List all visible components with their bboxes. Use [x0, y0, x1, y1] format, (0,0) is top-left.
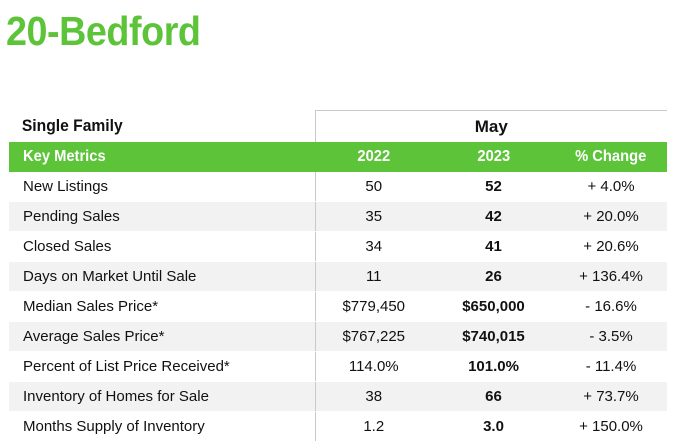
- month-label: May: [314, 110, 668, 142]
- row-metric: New Listings: [9, 172, 315, 202]
- row-metric: Inventory of Homes for Sale: [9, 381, 315, 412]
- table-row: Median Sales Price* $779,450 $650,000 - …: [9, 291, 668, 322]
- header-percent-change: % Change: [555, 142, 668, 172]
- row-metric: Closed Sales: [9, 231, 315, 262]
- table-row: Average Sales Price* $767,225 $740,015 -…: [9, 321, 668, 352]
- row-change: + 20.0%: [555, 201, 668, 232]
- row-change: - 11.4%: [555, 351, 668, 382]
- row-value-2023: 52: [432, 172, 555, 202]
- table-header-row: Key Metrics 2022 2023 % Change: [9, 142, 668, 172]
- metrics-table: Single Family May Key Metrics 2022 2023 …: [9, 110, 668, 442]
- row-metric: Pending Sales: [9, 201, 315, 232]
- table-row: Percent of List Price Received* 114.0% 1…: [9, 351, 668, 382]
- row-change: + 4.0%: [555, 172, 668, 202]
- row-value-2023: 42: [432, 201, 555, 232]
- row-metric: Months Supply of Inventory: [9, 411, 315, 442]
- row-value-2023: 26: [432, 261, 555, 292]
- row-value-2023: 3.0: [432, 411, 555, 442]
- row-value-2022: 1.2: [314, 411, 432, 442]
- row-value-2022: 114.0%: [314, 351, 432, 382]
- row-value-2022: 38: [314, 381, 432, 412]
- table-row: Closed Sales 34 41 + 20.6%: [9, 231, 668, 262]
- table-header-top: Single Family May: [9, 110, 668, 143]
- row-value-2023: 101.0%: [432, 351, 555, 382]
- header-year-2022: 2022: [315, 142, 432, 172]
- table-row: New Listings 50 52 + 4.0%: [9, 172, 668, 202]
- row-value-2022: 35: [314, 201, 432, 232]
- row-change: + 136.4%: [555, 261, 668, 292]
- row-value-2023: 66: [432, 381, 555, 412]
- row-metric: Percent of List Price Received*: [9, 351, 315, 382]
- row-value-2023: $740,015: [432, 321, 555, 352]
- row-metric: Days on Market Until Sale: [9, 261, 315, 292]
- header-year-2023: 2023: [432, 142, 555, 172]
- row-value-2022: $779,450: [314, 291, 432, 322]
- row-change: + 150.0%: [555, 411, 668, 442]
- row-metric: Average Sales Price*: [9, 321, 315, 352]
- table-row: Months Supply of Inventory 1.2 3.0 + 150…: [9, 411, 668, 442]
- row-value-2023: $650,000: [432, 291, 555, 322]
- page-title: 20-Bedford: [6, 8, 201, 54]
- section-label: Single Family: [21, 116, 123, 136]
- row-change: + 20.6%: [555, 231, 668, 262]
- table-row: Inventory of Homes for Sale 38 66 + 73.7…: [9, 381, 668, 412]
- row-change: - 3.5%: [555, 321, 668, 352]
- row-change: + 73.7%: [555, 381, 668, 412]
- table-row: Pending Sales 35 42 + 20.0%: [9, 201, 668, 232]
- row-value-2022: $767,225: [314, 321, 432, 352]
- row-value-2023: 41: [432, 231, 555, 262]
- table-row: Days on Market Until Sale 11 26 + 136.4%: [9, 261, 668, 292]
- row-change: - 16.6%: [555, 291, 668, 322]
- row-value-2022: 34: [314, 231, 432, 262]
- header-key-metrics: Key Metrics: [9, 142, 315, 172]
- metrics-table-container: Single Family May Key Metrics 2022 2023 …: [9, 110, 668, 442]
- row-value-2022: 50: [314, 172, 432, 202]
- row-value-2022: 11: [314, 261, 432, 292]
- row-metric: Median Sales Price*: [9, 291, 315, 322]
- section-label-cell: Single Family: [9, 111, 315, 143]
